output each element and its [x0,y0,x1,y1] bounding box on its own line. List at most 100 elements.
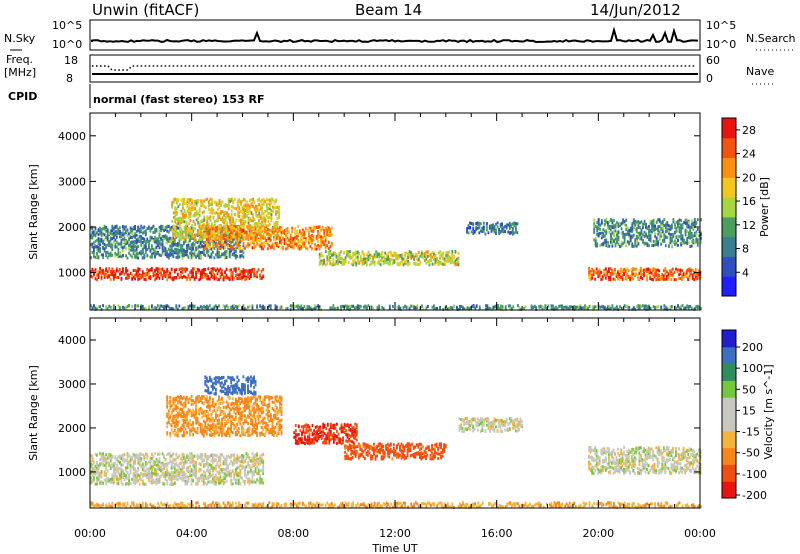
power-cell [253,231,255,235]
power-cell [335,307,338,311]
power-cell [244,199,247,203]
power-cell [211,210,213,213]
power-cell [642,304,644,308]
power-cell [193,253,196,257]
power-cell [225,273,228,277]
power-cell [434,254,437,257]
power-cell [262,247,265,251]
power-cell [267,219,270,223]
power-cell [602,235,605,239]
power-cell [300,235,303,239]
power-cell [302,228,304,232]
power-cell [183,226,186,229]
power-cell [125,225,127,229]
power-cell [216,245,219,249]
power-cell [694,272,697,275]
power-cell [471,304,474,308]
power-cell [241,238,243,242]
power-cell [416,262,419,266]
power-cell [323,258,326,262]
power-cell [227,201,230,205]
power-cell [617,222,620,226]
power-cell [208,246,211,250]
power-cell [149,249,152,253]
power-cell [213,243,216,247]
power-cell [228,240,231,244]
power-cell [256,206,259,210]
power-cell [358,261,361,265]
power-cell [327,247,330,251]
power-cell [603,219,606,223]
power-cell [239,247,242,251]
power-cell [623,272,625,276]
power-cell [214,223,216,227]
power-cell [120,242,123,246]
power-cell [172,225,175,229]
power-cell [236,273,239,277]
power-cell [112,304,115,308]
power-cell [623,233,626,237]
power-cell [143,225,146,229]
power-cell [291,239,294,242]
power-cell [183,215,186,219]
power-cell [148,272,150,275]
power-cell [641,269,644,273]
power-cell [352,251,355,255]
power-cell [103,242,106,246]
power-cell [620,231,623,235]
power-cell [177,198,180,202]
power-cell [298,240,301,244]
power-cell [141,275,144,279]
power-cell [629,235,632,238]
power-cell [248,225,251,229]
power-cell [280,226,283,230]
power-cell [660,232,663,236]
power-cell [126,305,129,309]
power-cell [568,305,571,309]
power-cell [639,231,641,235]
power-cell [567,306,570,310]
power-cell [288,230,290,234]
power-cell [669,227,672,231]
power-cell [190,248,193,252]
power-cell [402,306,405,310]
power-cell [392,258,394,262]
power-cell [317,229,319,233]
power-cell [663,224,666,227]
power-cell [209,226,212,230]
power-cell [227,229,230,233]
power-cell [658,274,661,278]
power-cell [109,236,112,240]
power-cell [135,255,138,259]
power-cell [186,250,188,253]
power-cell [314,227,316,231]
power-cell [144,272,147,276]
power-cell [340,307,342,311]
power-cell [279,229,281,233]
power-cell [154,240,156,244]
power-cell [565,305,568,309]
power-cell [255,208,257,212]
power-cell [114,243,117,247]
power-cell [663,218,666,222]
power-cell [376,252,379,256]
power-cell [598,273,601,276]
power-cell [259,215,262,219]
power-cell [187,240,190,244]
power-cell [597,232,600,236]
power-cell [544,304,547,308]
power-cell [192,254,194,258]
power-cell [180,230,183,234]
power-cell [236,234,239,238]
power-cell [689,236,692,240]
power-cell [164,247,167,251]
power-cell [684,218,687,222]
power-cell [161,226,164,229]
power-cell [264,210,267,213]
power-cell [692,226,695,230]
power-cell [516,231,519,235]
power-cell [700,231,702,235]
power-cell [138,234,141,238]
power-cell [199,251,202,255]
power-cell [635,220,638,224]
